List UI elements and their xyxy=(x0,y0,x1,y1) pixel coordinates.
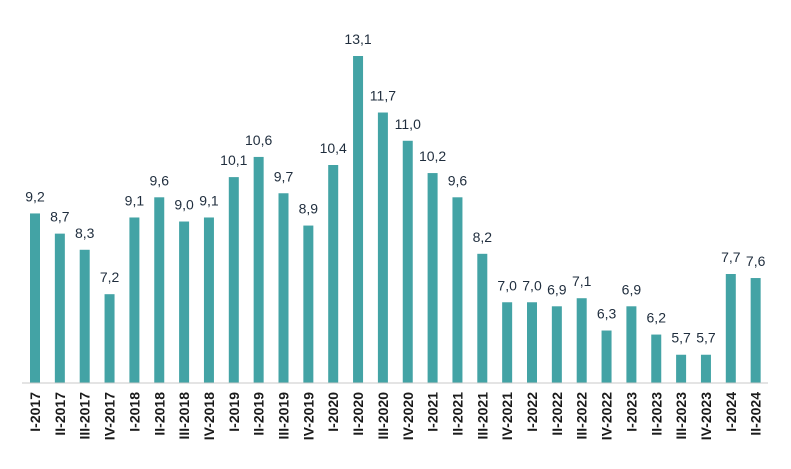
bar-I-2024 xyxy=(725,274,736,383)
bar-III-2022 xyxy=(576,298,587,383)
tick-label-I-2021: I-2021 xyxy=(425,392,441,432)
tick-label-I-2024: I-2024 xyxy=(723,392,739,432)
bar-III-2018 xyxy=(179,221,190,383)
tick-label-IV-2019: IV-2019 xyxy=(300,392,316,440)
value-label-II-2023: 6,2 xyxy=(647,310,667,326)
bar-II-2018 xyxy=(154,197,165,383)
value-label-IV-2019: 8,9 xyxy=(299,201,319,217)
value-label-III-2017: 8,3 xyxy=(75,225,95,241)
value-label-IV-2017: 7,2 xyxy=(100,269,120,285)
value-label-II-2021: 9,6 xyxy=(448,172,468,188)
bar-II-2021 xyxy=(452,197,463,383)
tick-labels-group: I-2017 II-2017 III-2017 IV-2017 I-2018 II-201… xyxy=(27,392,764,440)
value-label-I-2022: 7,0 xyxy=(522,277,542,293)
value-label-II-2019: 10,6 xyxy=(245,132,272,148)
value-label-IV-2023: 5,7 xyxy=(696,330,716,346)
tick-label-II-2017: II-2017 xyxy=(52,392,68,436)
value-label-III-2018: 9,0 xyxy=(174,197,194,213)
value-label-I-2018: 9,1 xyxy=(125,192,145,208)
tick-label-I-2022: I-2022 xyxy=(524,392,540,432)
bar-II-2024 xyxy=(750,278,761,383)
bar-II-2019 xyxy=(253,156,264,383)
tick-label-III-2018: III-2018 xyxy=(176,392,192,440)
bar-II-2020 xyxy=(353,56,364,383)
value-label-I-2017: 9,2 xyxy=(25,188,45,204)
value-label-I-2024: 7,7 xyxy=(721,249,741,265)
value-label-I-2023: 6,9 xyxy=(622,281,642,297)
tick-label-I-2018: I-2018 xyxy=(126,392,142,432)
value-label-III-2019: 9,7 xyxy=(274,168,294,184)
tick-label-IV-2020: IV-2020 xyxy=(400,392,416,440)
value-label-III-2020: 11,7 xyxy=(370,88,396,104)
tick-label-IV-2021: IV-2021 xyxy=(499,392,515,440)
bar-II-2017 xyxy=(54,233,65,383)
tick-label-III-2023: III-2023 xyxy=(673,392,689,440)
bar-I-2017 xyxy=(30,213,40,383)
bar-I-2023 xyxy=(626,306,637,383)
tick-label-II-2020: II-2020 xyxy=(350,392,366,436)
tick-label-IV-2017: IV-2017 xyxy=(102,392,118,440)
bar-I-2019 xyxy=(228,177,239,383)
value-label-I-2020: 10,4 xyxy=(320,140,347,156)
bar-I-2022 xyxy=(527,302,537,383)
value-label-II-2024: 7,6 xyxy=(746,253,766,269)
tick-label-III-2022: III-2022 xyxy=(574,392,590,440)
tick-label-III-2017: III-2017 xyxy=(77,392,93,440)
value-label-IV-2018: 9,1 xyxy=(199,192,219,208)
bar-I-2018 xyxy=(129,217,140,383)
value-label-II-2022: 6,9 xyxy=(547,281,567,297)
bar-III-2019 xyxy=(278,193,289,383)
bar-I-2021 xyxy=(427,173,438,383)
value-label-III-2023: 5,7 xyxy=(671,330,691,346)
bar-IV-2020 xyxy=(402,140,413,383)
bar-II-2022 xyxy=(551,306,562,383)
tick-label-III-2021: III-2021 xyxy=(474,392,490,440)
value-label-II-2017: 8,7 xyxy=(50,209,70,225)
bar-III-2020 xyxy=(377,112,388,384)
bar-II-2023 xyxy=(651,334,662,383)
bar-IV-2019 xyxy=(303,225,314,383)
value-label-II-2020: 13,1 xyxy=(344,31,371,47)
value-label-IV-2020: 11,0 xyxy=(395,116,421,132)
tick-label-III-2019: III-2019 xyxy=(276,392,292,440)
value-label-I-2019: 10,1 xyxy=(220,152,247,168)
bars-group xyxy=(30,56,761,384)
bar-IV-2017 xyxy=(104,294,115,383)
bar-IV-2018 xyxy=(203,217,214,383)
tick-label-IV-2018: IV-2018 xyxy=(201,392,217,440)
tick-label-II-2022: II-2022 xyxy=(549,392,565,436)
value-label-III-2022: 7,1 xyxy=(572,273,592,289)
value-labels-group: 9,28,78,37,29,19,69,0 9,110,110,69,78,910… xyxy=(25,31,765,346)
bar-IV-2022 xyxy=(601,330,612,383)
bar-III-2021 xyxy=(477,253,488,383)
tick-label-IV-2022: IV-2022 xyxy=(599,392,615,440)
tick-label-II-2024: II-2024 xyxy=(748,392,764,436)
tick-label-III-2020: III-2020 xyxy=(375,392,391,440)
bar-III-2017 xyxy=(79,249,90,383)
tick-label-I-2017: I-2017 xyxy=(27,392,43,432)
tick-label-II-2019: II-2019 xyxy=(251,392,267,436)
tick-label-I-2023: I-2023 xyxy=(623,392,639,432)
tick-label-I-2020: I-2020 xyxy=(325,392,341,432)
tick-label-II-2023: II-2023 xyxy=(648,392,664,436)
bar-IV-2023 xyxy=(700,354,711,383)
value-label-IV-2021: 7,0 xyxy=(497,277,517,293)
value-label-I-2021: 10,2 xyxy=(419,148,446,164)
bar-III-2023 xyxy=(676,354,687,383)
value-label-IV-2022: 6,3 xyxy=(597,306,617,322)
value-label-II-2018: 9,6 xyxy=(150,172,170,188)
bar-I-2020 xyxy=(328,165,339,383)
tick-label-IV-2023: IV-2023 xyxy=(698,392,714,440)
tick-label-II-2018: II-2018 xyxy=(151,392,167,436)
value-label-III-2021: 8,2 xyxy=(473,229,493,245)
tick-label-I-2019: I-2019 xyxy=(226,392,242,432)
bar-IV-2021 xyxy=(502,302,513,383)
tick-label-II-2021: II-2021 xyxy=(449,392,465,436)
